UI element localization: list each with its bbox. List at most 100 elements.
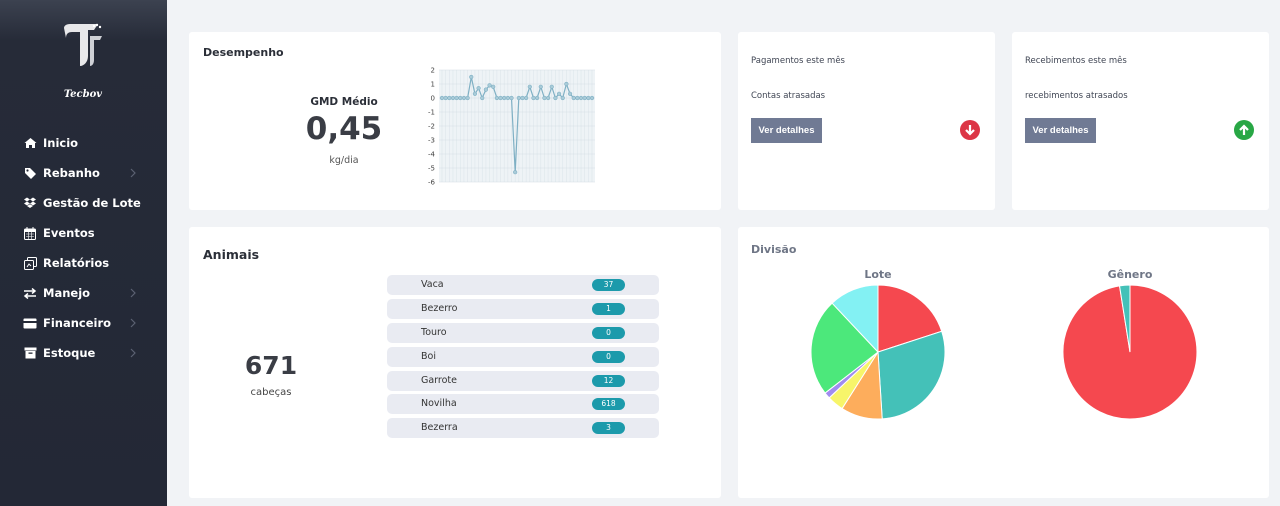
list-item[interactable]: Bezerro 1 — [387, 298, 659, 319]
animal-name: Novilha — [421, 398, 457, 410]
data-point — [469, 74, 474, 80]
sidebar-item-rebanho[interactable]: Rebanho — [0, 158, 167, 188]
data-point — [458, 95, 463, 101]
recebimentos-atrasados-label: recebimentos atrasados — [1025, 91, 1128, 101]
list-item[interactable]: Vaca 37 — [387, 275, 659, 295]
data-point — [465, 95, 470, 101]
pagamentos-ver-detalhes-button[interactable]: Ver detalhes — [751, 118, 822, 143]
sidebar-item-estoque[interactable]: Estoque — [0, 338, 167, 368]
report-icon — [23, 256, 37, 270]
animal-name: Vaca — [421, 279, 444, 290]
divisao-card: Divisão Lote Gênero — [738, 227, 1269, 498]
chevron-right-icon — [130, 168, 136, 178]
y-tick-label: 2 — [431, 67, 435, 75]
sidebar: Tecbov Inicio Rebanho Gestão de Lote — [0, 0, 167, 506]
list-item[interactable]: Novilha 618 — [387, 394, 659, 415]
data-point — [454, 95, 459, 101]
animal-name: Bezerro — [421, 302, 458, 314]
data-point — [564, 81, 569, 87]
y-tick-label: 1 — [431, 81, 435, 89]
data-point — [589, 95, 595, 101]
pie-slice — [810, 302, 879, 394]
box-icon — [23, 346, 37, 360]
data-point — [480, 95, 485, 101]
y-tick-label: -6 — [428, 179, 436, 187]
card-title: Animais — [203, 247, 260, 262]
lote-pie-chart — [810, 284, 946, 420]
y-tick-label: -2 — [428, 123, 435, 131]
recebimentos-ver-detalhes-button[interactable]: Ver detalhes — [1025, 118, 1096, 143]
sidebar-item-financeiro[interactable]: Financeiro — [0, 308, 167, 338]
calendar-icon — [23, 226, 37, 240]
data-point — [524, 95, 529, 101]
count-badge: 618 — [592, 398, 625, 411]
contas-atrasadas-label: Contas atrasadas — [751, 91, 826, 101]
chevron-right-icon — [130, 318, 136, 328]
list-item[interactable]: Garrote 12 — [387, 370, 659, 391]
brand-name: Tecbov — [63, 89, 103, 100]
exchange-icon — [23, 286, 37, 300]
data-point — [509, 95, 514, 101]
gmd-unit: kg/dia — [329, 155, 359, 166]
count-badge: 37 — [592, 279, 625, 291]
y-tick-label: -3 — [428, 137, 435, 145]
data-point — [538, 84, 543, 89]
data-point — [549, 84, 554, 89]
sidebar-nav: Inicio Rebanho Gestão de Lote Eventos — [0, 128, 167, 368]
sidebar-item-gestao-de-lote[interactable]: Gestão de Lote — [0, 188, 167, 218]
sidebar-item-manejo[interactable]: Manejo — [0, 278, 167, 308]
sidebar-item-label: Inicio — [43, 136, 79, 150]
dropbox-icon — [23, 196, 37, 210]
data-point — [491, 84, 496, 89]
data-point — [447, 95, 452, 101]
data-point — [450, 95, 456, 101]
pie-title-genero: Gênero — [1107, 268, 1153, 281]
data-point — [494, 95, 499, 101]
recebimentos-card: Recebimentos este mês recebimentos atras… — [1012, 32, 1269, 210]
list-item[interactable]: Boi 0 — [387, 346, 659, 367]
y-tick-label: -4 — [428, 151, 436, 159]
y-tick-label: -1 — [428, 109, 435, 117]
data-point — [582, 95, 587, 101]
sidebar-item-label: Relatórios — [43, 256, 110, 270]
data-point — [535, 95, 540, 101]
pagamentos-card: Pagamentos este mês Contas atrasadas Ver… — [738, 32, 995, 210]
count-badge: 3 — [592, 422, 625, 435]
pie-slice — [831, 284, 879, 354]
home-icon — [23, 136, 37, 150]
data-point — [502, 95, 507, 101]
sidebar-item-label: Eventos — [43, 226, 95, 240]
sidebar-item-label: Gestão de Lote — [43, 196, 141, 210]
data-point — [553, 95, 558, 101]
data-point — [505, 95, 510, 101]
data-point — [513, 170, 518, 175]
pie-title-lote: Lote — [864, 268, 892, 281]
animais-card: Animais 671 cabeças Vaca 37 Bezerro 1 Tour… — [189, 227, 721, 498]
genero-pie-chart — [1062, 284, 1198, 420]
sidebar-item-label: Manejo — [43, 286, 91, 300]
data-point — [556, 91, 562, 96]
count-badge: 1 — [592, 302, 625, 315]
data-point — [527, 84, 532, 89]
pie-slice — [1118, 284, 1131, 353]
data-point — [516, 95, 521, 101]
pie-slice — [877, 330, 946, 420]
data-point — [575, 95, 580, 101]
data-point — [520, 95, 525, 101]
list-item[interactable]: Bezerra 3 — [387, 418, 659, 439]
pie-slice — [877, 284, 943, 353]
animais-total: 671 — [244, 351, 298, 380]
data-point — [487, 83, 492, 88]
sidebar-item-label: Rebanho — [43, 166, 100, 180]
data-point — [571, 95, 576, 101]
sidebar-item-relatorios[interactable]: Relatórios — [0, 248, 167, 278]
sidebar-item-eventos[interactable]: Eventos — [0, 218, 167, 248]
sidebar-item-label: Estoque — [43, 346, 96, 360]
list-item[interactable]: Touro 0 — [387, 322, 659, 343]
brand-logo[interactable]: Tecbov — [58, 22, 108, 100]
sidebar-item-inicio[interactable]: Inicio — [0, 128, 167, 158]
animal-name: Bezerra — [421, 422, 458, 434]
data-point — [542, 95, 547, 101]
data-point — [476, 86, 481, 91]
tecbov-logo-icon — [64, 23, 102, 66]
